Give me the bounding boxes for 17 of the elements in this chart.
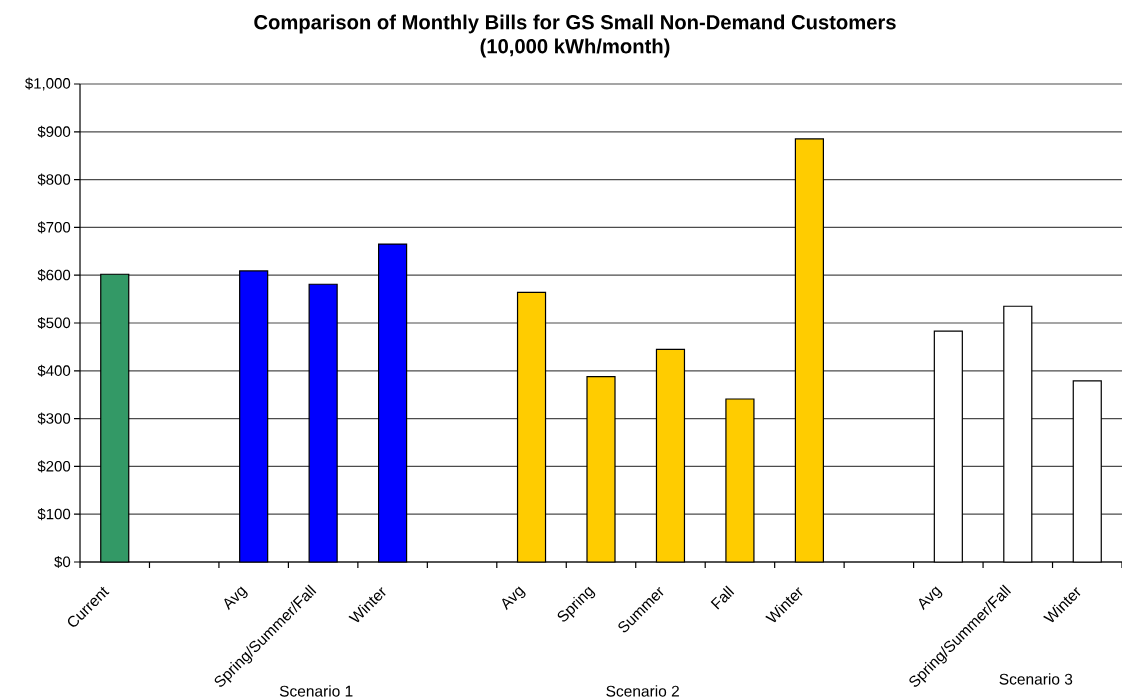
y-tick-label: $0 [54, 555, 71, 569]
y-tick-label: $200 [37, 460, 71, 473]
y-tick-label: $900 [37, 125, 71, 138]
y-tick-label: $500 [37, 316, 71, 330]
y-tick-label: $1,000 [25, 77, 71, 91]
text: Scenario 2 [606, 685, 679, 697]
y-tick-label: $100 [37, 508, 71, 521]
x-tick-label: Fall [710, 585, 735, 610]
y-tick-label: $600 [37, 269, 71, 282]
y-tick-label: $700 [37, 221, 71, 234]
text: Scenario 1 [279, 685, 353, 697]
chart-title: Comparison of Monthly Bills for GS Small Non-Demand Customers [254, 14, 896, 34]
chart-subtitle: (10,000 kWh/month) [480, 38, 670, 58]
y-tick-label: $400 [37, 364, 71, 377]
y-tick-label: $800 [37, 173, 71, 186]
y-tick-label: $300 [37, 412, 71, 425]
x-tick-label: Avg [502, 586, 526, 611]
